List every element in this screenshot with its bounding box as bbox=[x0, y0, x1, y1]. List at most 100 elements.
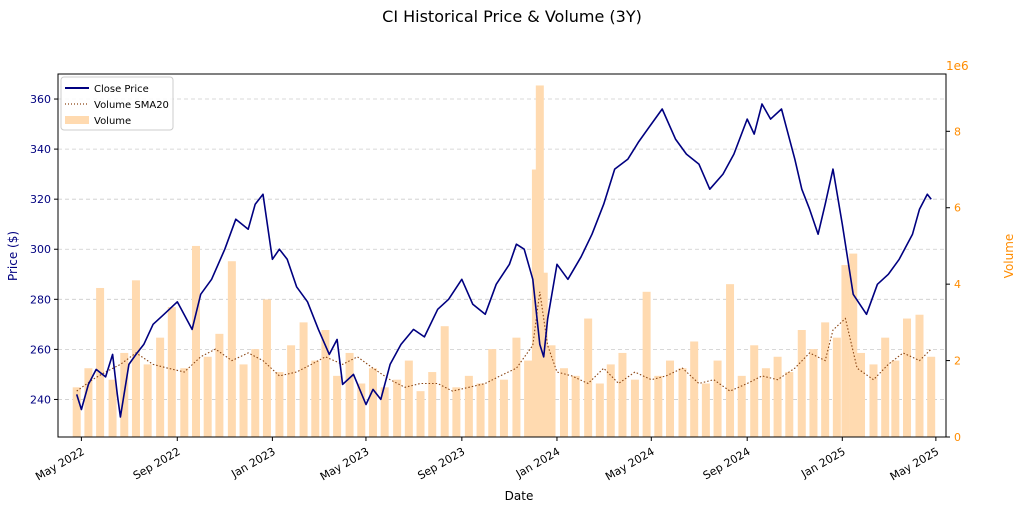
volume-bar bbox=[299, 322, 308, 437]
volume-bar bbox=[642, 291, 651, 437]
y-tick-label: 260 bbox=[30, 343, 51, 356]
volume-bar bbox=[773, 356, 782, 437]
volume-bar bbox=[251, 349, 260, 437]
y2-axis-ticks: 0 2 4 6 8 bbox=[946, 125, 961, 444]
legend: Close Price Volume SMA20 Volume bbox=[60, 76, 174, 131]
y2-tick-label: 6 bbox=[954, 202, 961, 215]
volume-bar bbox=[311, 360, 320, 437]
volume-bar bbox=[393, 379, 402, 437]
volume-bar bbox=[797, 330, 806, 437]
volume-bar bbox=[737, 375, 746, 437]
volume-bar bbox=[368, 368, 377, 437]
volume-bar bbox=[143, 364, 152, 437]
volume-bar bbox=[499, 379, 508, 437]
volume-bar bbox=[559, 368, 568, 437]
volume-bar bbox=[726, 284, 735, 437]
x-tick-label: Jan 2025 bbox=[798, 445, 847, 481]
volume-bar bbox=[440, 326, 449, 437]
volume-bar bbox=[357, 383, 366, 437]
volume-bar bbox=[345, 352, 354, 437]
volume-bar bbox=[72, 387, 81, 437]
x-axis-label: Date bbox=[505, 489, 534, 503]
volume-sma-layer bbox=[76, 291, 932, 392]
y-axis-label: Price ($) bbox=[6, 231, 20, 281]
volume-bar bbox=[701, 383, 710, 437]
volume-bar bbox=[881, 337, 890, 437]
series-line-volume-sma20 bbox=[76, 291, 932, 392]
x-axis-ticks: May 2022 Sep 2022 Jan 2023 May 2023 Sep 2023… bbox=[33, 437, 941, 483]
volume-bar bbox=[476, 383, 485, 437]
volume-bar bbox=[512, 337, 521, 437]
volume-bar bbox=[654, 375, 663, 437]
x-tick-label: Sep 2023 bbox=[415, 445, 467, 482]
volume-bar bbox=[333, 375, 342, 437]
chart-title: CI Historical Price & Volume (3Y) bbox=[382, 7, 642, 26]
volume-bar bbox=[571, 375, 580, 437]
volume-bar bbox=[321, 330, 330, 437]
y-tick-label: 280 bbox=[30, 293, 51, 306]
volume-bar bbox=[535, 85, 544, 437]
y2-tick-label: 2 bbox=[954, 355, 961, 368]
volume-bar bbox=[404, 360, 413, 437]
volume-bar bbox=[761, 368, 770, 437]
x-tick-label: May 2022 bbox=[33, 445, 86, 483]
grid-lines bbox=[58, 98, 946, 400]
volume-bar bbox=[287, 345, 296, 437]
volume-bar bbox=[131, 280, 140, 437]
volume-bar bbox=[678, 368, 687, 437]
legend-label-volume-sma: Volume SMA20 bbox=[94, 100, 169, 111]
volume-bar bbox=[821, 322, 830, 437]
volume-bar bbox=[275, 372, 284, 437]
volume-bar bbox=[239, 364, 248, 437]
volume-bar bbox=[416, 391, 425, 437]
volume-bar bbox=[832, 337, 841, 437]
x-tick-label: May 2025 bbox=[888, 445, 941, 483]
volume-bar bbox=[666, 360, 675, 437]
price-layer bbox=[75, 103, 932, 418]
volume-bars bbox=[72, 85, 936, 438]
volume-bar bbox=[84, 368, 93, 437]
x-tick-label: Sep 2022 bbox=[131, 445, 183, 482]
volume-bar bbox=[857, 352, 866, 437]
volume-bar bbox=[713, 360, 722, 437]
x-tick-label: May 2024 bbox=[603, 445, 656, 483]
volume-bar bbox=[618, 352, 627, 437]
volume-bar bbox=[180, 368, 189, 437]
volume-bar bbox=[891, 360, 900, 437]
volume-bar bbox=[809, 349, 818, 437]
legend-swatch-volume bbox=[65, 116, 89, 124]
volume-bar bbox=[96, 287, 105, 437]
legend-label-volume: Volume bbox=[94, 116, 131, 127]
plot-frame bbox=[57, 73, 947, 438]
volume-bar bbox=[547, 345, 556, 437]
y-axis-ticks: 240 260 280 300 320 340 360 bbox=[30, 93, 58, 406]
volume-bar bbox=[108, 379, 117, 437]
legend-label-close-price: Close Price bbox=[94, 84, 149, 95]
volume-bar bbox=[849, 253, 858, 437]
y-tick-label: 300 bbox=[30, 243, 51, 256]
volume-bar bbox=[927, 356, 936, 437]
x-tick-label: Sep 2024 bbox=[701, 445, 753, 482]
volume-bar bbox=[203, 356, 212, 437]
volume-bar bbox=[488, 349, 497, 437]
volume-bar bbox=[464, 375, 473, 437]
volume-bar bbox=[785, 372, 794, 437]
y-tick-label: 340 bbox=[30, 143, 51, 156]
volume-bar bbox=[524, 360, 533, 437]
y2-tick-label: 8 bbox=[954, 125, 961, 138]
y2-multiplier: 1e6 bbox=[946, 59, 969, 73]
y-tick-label: 360 bbox=[30, 93, 51, 106]
x-tick-label: Jan 2023 bbox=[228, 445, 277, 481]
y2-tick-label: 4 bbox=[954, 278, 961, 291]
y-tick-label: 320 bbox=[30, 193, 51, 206]
volume-bar bbox=[215, 333, 224, 437]
volume-bar bbox=[903, 318, 912, 437]
series-line-close-price bbox=[75, 103, 932, 418]
volume-bar bbox=[428, 372, 437, 437]
volume-bar bbox=[452, 387, 461, 437]
x-tick-label: May 2023 bbox=[318, 445, 371, 483]
volume-bar bbox=[690, 341, 699, 437]
y-tick-label: 240 bbox=[30, 393, 51, 406]
volume-bar bbox=[915, 314, 924, 437]
